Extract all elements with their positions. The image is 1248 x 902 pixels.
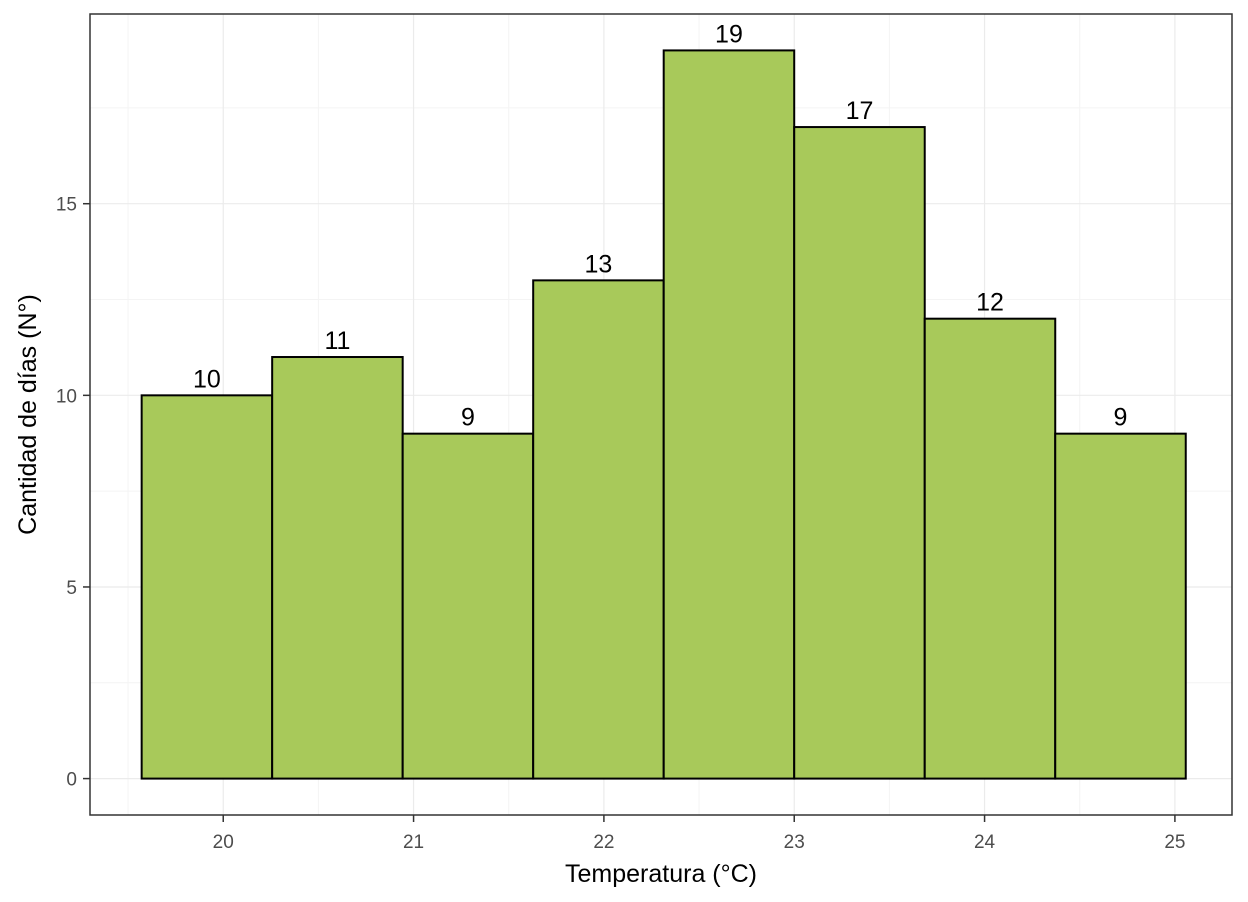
y-axis-title: Cantidad de días (N°) bbox=[14, 294, 42, 535]
x-tick-label: 21 bbox=[403, 832, 424, 853]
bar bbox=[923, 317, 1057, 780]
x-tick-label: 25 bbox=[1164, 832, 1185, 853]
bar bbox=[662, 49, 796, 780]
x-axis-title: Temperatura (°C) bbox=[565, 860, 757, 888]
bar bbox=[1054, 432, 1187, 780]
bar-value-label: 13 bbox=[585, 250, 613, 278]
y-axis: 0 5 10 15 bbox=[56, 195, 90, 791]
bar bbox=[793, 126, 926, 780]
y-tick-label: 15 bbox=[56, 195, 77, 216]
panel-border bbox=[89, 13, 1233, 816]
bar-value-labels: 10 11 9 13 19 17 12 9 bbox=[193, 20, 1127, 431]
x-axis: 20 21 22 23 24 25 bbox=[213, 815, 1185, 853]
bar-value-label: 9 bbox=[461, 404, 475, 432]
y-tick-label: 10 bbox=[56, 386, 77, 407]
y-tick-label: 0 bbox=[66, 770, 77, 791]
bar bbox=[532, 279, 665, 780]
bar-value-label: 12 bbox=[976, 289, 1004, 317]
bar-value-label: 17 bbox=[846, 97, 874, 125]
bar-value-label: 11 bbox=[324, 327, 350, 355]
x-tick-label: 22 bbox=[593, 832, 614, 853]
bar bbox=[271, 356, 404, 780]
bar-value-label: 19 bbox=[715, 20, 743, 48]
y-tick-label: 5 bbox=[66, 578, 77, 599]
x-tick-label: 23 bbox=[784, 832, 805, 853]
bar-value-label: 9 bbox=[1114, 404, 1128, 432]
x-tick-label: 20 bbox=[213, 832, 234, 853]
bar bbox=[140, 394, 274, 780]
bars bbox=[140, 49, 1187, 780]
x-tick-label: 24 bbox=[974, 832, 996, 853]
bar-value-label: 10 bbox=[193, 365, 221, 393]
bar bbox=[401, 432, 535, 780]
